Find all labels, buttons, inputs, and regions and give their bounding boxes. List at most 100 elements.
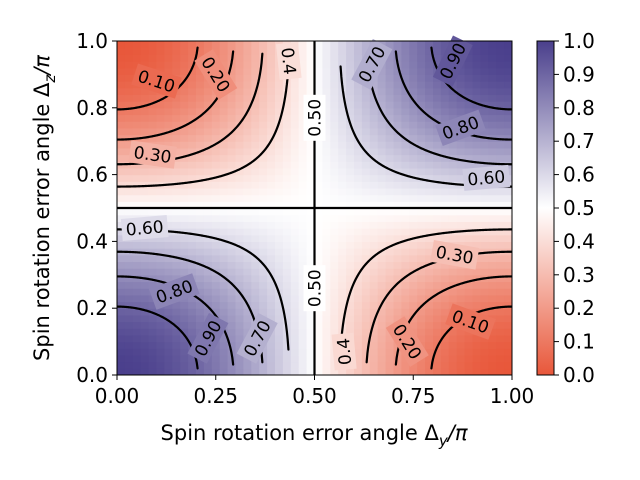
heatmap-cell — [235, 328, 244, 336]
heatmap-cell — [172, 201, 181, 209]
heatmap-cell — [275, 241, 284, 249]
contour-level-0.70 — [117, 52, 512, 364]
heatmap-cell — [282, 167, 292, 176]
heatmap-cell — [117, 261, 126, 269]
heatmap-cell — [156, 261, 165, 269]
heatmap-cell — [346, 41, 355, 49]
heatmap-cell — [203, 254, 213, 263]
heatmap-cell — [369, 254, 379, 263]
heatmap-cell — [464, 94, 474, 102]
heatmap-cell — [488, 208, 497, 216]
heatmap-cell — [425, 308, 434, 316]
heatmap-cell — [425, 341, 434, 349]
heatmap-cell — [361, 114, 371, 122]
heatmap-cell — [369, 167, 379, 176]
heatmap-cell — [117, 354, 126, 363]
heatmap-cell — [464, 301, 474, 309]
heatmap-cell — [298, 54, 308, 62]
heatmap-cell — [385, 81, 395, 89]
heatmap-cell — [322, 321, 331, 329]
heatmap-cell — [354, 121, 363, 129]
heatmap-cell — [354, 334, 363, 343]
heatmap-cell — [219, 334, 229, 343]
heatmap-cell — [377, 348, 387, 356]
heatmap-cell — [354, 254, 363, 263]
heatmap-cell — [496, 41, 505, 49]
heatmap-cell — [425, 41, 434, 49]
heatmap-cell — [346, 321, 355, 329]
heatmap-cell — [354, 47, 363, 55]
heatmap-cell — [504, 341, 512, 349]
heatmap-cell — [330, 214, 339, 222]
heatmap-cell — [433, 47, 442, 55]
heatmap-cell — [496, 321, 505, 329]
heatmap-cell — [267, 208, 276, 216]
heatmap-cell — [298, 308, 308, 316]
heatmap-cell — [180, 201, 189, 209]
heatmap-cell — [488, 107, 497, 116]
heatmap-cell — [322, 288, 331, 296]
heatmap-cell — [401, 141, 410, 149]
heatmap-cell — [132, 328, 142, 336]
contour-label-text: 0.4 — [334, 337, 356, 366]
heatmap-cell — [385, 261, 395, 269]
heatmap-cell — [314, 47, 323, 55]
heatmap-cell — [259, 281, 268, 289]
heatmap-cell — [377, 221, 387, 229]
heatmap-cell — [346, 47, 355, 55]
heatmap-cell — [377, 194, 387, 202]
heatmap-cell — [401, 127, 410, 136]
heatmap-cell — [259, 87, 268, 96]
heatmap-cell — [448, 161, 458, 169]
heatmap-cell — [496, 101, 505, 109]
heatmap-cell — [464, 187, 474, 196]
heatmap-cell — [188, 228, 197, 236]
heatmap-cell — [259, 308, 268, 316]
heatmap-cell — [496, 147, 505, 156]
heatmap-cell — [322, 294, 331, 303]
heatmap-cell — [148, 61, 158, 69]
heatmap-cell — [346, 261, 355, 269]
heatmap-cell — [117, 268, 126, 276]
heatmap-cell — [409, 261, 418, 269]
heatmap-cell — [243, 268, 252, 276]
heatmap-cell — [369, 361, 379, 369]
heatmap-cell — [298, 127, 308, 136]
heatmap-cell — [148, 114, 158, 122]
heatmap-cell — [211, 127, 221, 136]
heatmap-cell — [472, 141, 481, 149]
heatmap-cell — [488, 221, 497, 229]
heatmap-cell — [172, 321, 181, 329]
heatmap-cell — [338, 314, 347, 323]
heatmap-cell — [211, 294, 221, 303]
heatmap-cell — [504, 288, 512, 296]
heatmap-cell — [314, 254, 323, 263]
heatmap-cell — [330, 67, 339, 75]
heatmap-cell — [393, 241, 402, 249]
y-tick-label: 1.0 — [76, 29, 108, 53]
heatmap-cell — [346, 147, 355, 156]
heatmap-cell — [148, 354, 158, 363]
heatmap-cell — [140, 41, 150, 49]
heatmap-cell — [338, 101, 347, 109]
heatmap-cell — [180, 354, 189, 363]
heatmap-cell — [259, 234, 268, 242]
heatmap-cell — [180, 181, 189, 189]
heatmap-cell — [219, 234, 229, 242]
heatmap-cell — [140, 107, 150, 116]
heatmap-cell — [132, 314, 142, 323]
heatmap-cell — [188, 61, 197, 69]
heatmap-cell — [196, 221, 205, 229]
heatmap-cell — [377, 261, 387, 269]
heatmap-cell — [440, 288, 450, 296]
heatmap-cell — [472, 348, 481, 356]
heatmap-cell — [401, 187, 410, 196]
heatmap-cell — [314, 368, 323, 375]
heatmap-cell — [440, 41, 450, 49]
heatmap-cell — [504, 268, 512, 276]
heatmap-cell — [425, 348, 434, 356]
heatmap-cell — [314, 328, 323, 336]
heatmap-cell — [306, 361, 316, 369]
heatmap-cell — [440, 87, 450, 96]
heatmap-cell — [235, 234, 244, 242]
